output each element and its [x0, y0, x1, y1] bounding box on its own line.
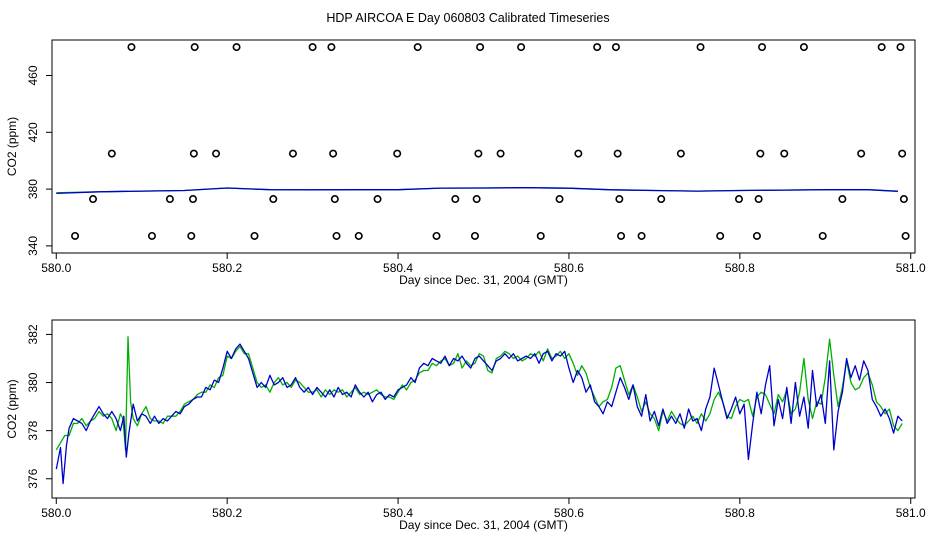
y-tick-label: 376 — [26, 468, 40, 488]
data-point — [758, 43, 767, 52]
data-point — [756, 149, 765, 158]
data-point — [637, 231, 646, 240]
series-line-green — [55, 336, 903, 451]
data-point — [593, 43, 602, 52]
data-point — [716, 231, 725, 240]
x-tick-label: 580.4 — [383, 506, 413, 520]
data-point — [476, 43, 485, 52]
data-point — [212, 149, 221, 158]
data-point — [676, 149, 685, 158]
data-point — [71, 231, 80, 240]
data-point — [899, 195, 908, 204]
data-point — [472, 195, 481, 204]
data-point — [269, 195, 278, 204]
data-point — [451, 195, 460, 204]
data-point — [611, 43, 620, 52]
data-point — [555, 195, 564, 204]
series-line-blue — [56, 187, 898, 195]
data-point — [308, 43, 317, 52]
y-tick-label: 380 — [26, 179, 40, 199]
data-point — [165, 195, 174, 204]
x-axis-label: Day since Dec. 31, 2004 (GMT) — [399, 273, 568, 287]
y-tick-label: 378 — [26, 420, 40, 440]
data-point — [896, 43, 905, 52]
data-point — [898, 149, 907, 158]
x-tick-label: 580.8 — [725, 261, 755, 275]
lower-panel: 580.0 580.2 580.4 580.6 580.8 581.0 Day since … — [5, 319, 926, 532]
chart-title: HDP AIRCOA E Day 060803 Calibrated Times… — [326, 11, 609, 25]
data-point — [752, 231, 761, 240]
data-point — [250, 231, 259, 240]
data-point — [799, 43, 808, 52]
plot-frame — [51, 319, 916, 499]
data-point — [127, 43, 136, 52]
data-point — [474, 149, 483, 158]
data-point — [574, 149, 583, 158]
data-point — [332, 231, 341, 240]
data-point — [107, 149, 116, 158]
data-point — [901, 231, 910, 240]
y-tick-label: 340 — [26, 236, 40, 256]
x-tick-label: 580.6 — [554, 506, 584, 520]
data-point — [147, 231, 156, 240]
data-point — [188, 195, 197, 204]
data-point — [517, 43, 526, 52]
data-point — [877, 43, 886, 52]
data-point — [329, 149, 338, 158]
data-point — [189, 149, 198, 158]
x-tick-label: 580.0 — [41, 506, 71, 520]
x-tick-label: 580.2 — [212, 261, 242, 275]
data-point — [327, 43, 336, 52]
y-tick-label: 460 — [26, 65, 40, 85]
data-point — [187, 231, 196, 240]
data-point — [373, 195, 382, 204]
x-tick-label: 580.4 — [383, 261, 413, 275]
data-point — [393, 149, 402, 158]
data-point — [89, 195, 98, 204]
data-point — [330, 195, 339, 204]
data-point — [857, 149, 866, 158]
x-tick-label: 580.2 — [212, 506, 242, 520]
y-tick-label: 382 — [26, 324, 40, 344]
data-point — [432, 231, 441, 240]
x-tick-label: 581.0 — [896, 506, 926, 520]
data-point — [657, 195, 666, 204]
y-axis-label: CO2 (ppm) — [5, 379, 19, 438]
data-point — [754, 195, 763, 204]
data-point — [615, 195, 624, 204]
data-point — [470, 231, 479, 240]
x-tick-label: 580.6 — [554, 261, 584, 275]
y-tick-label: 380 — [26, 372, 40, 392]
upper-panel: 580.0 580.2 580.4 580.6 580.8 581.0 Day since … — [5, 39, 926, 287]
y-axis-label: CO2 (ppm) — [5, 117, 19, 176]
x-axis-label: Day since Dec. 31, 2004 (GMT) — [399, 518, 568, 532]
x-tick-label: 580.0 — [41, 261, 71, 275]
data-point — [613, 149, 622, 158]
x-tick-label: 581.0 — [896, 261, 926, 275]
plot-frame — [51, 39, 916, 254]
data-point — [818, 231, 827, 240]
data-point — [734, 195, 743, 204]
x-tick-label: 580.8 — [725, 506, 755, 520]
data-point — [190, 43, 199, 52]
data-point — [780, 149, 789, 158]
series-line-blue — [55, 343, 903, 485]
data-point — [288, 149, 297, 158]
y-tick-label: 420 — [26, 122, 40, 142]
data-point — [617, 231, 626, 240]
data-point — [413, 43, 422, 52]
data-point — [838, 195, 847, 204]
data-point — [696, 43, 705, 52]
data-point — [354, 231, 363, 240]
data-point — [496, 149, 505, 158]
data-point — [536, 231, 545, 240]
data-point — [232, 43, 241, 52]
